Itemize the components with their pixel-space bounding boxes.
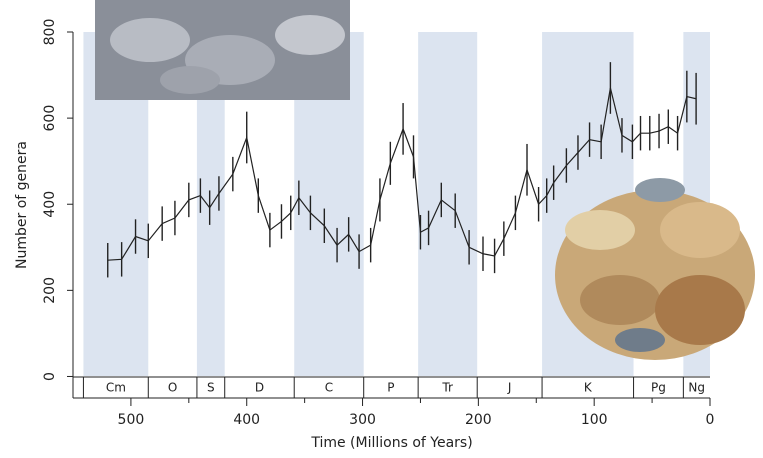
x-tick-label: 0: [706, 412, 715, 428]
period-label: Ng: [688, 381, 705, 395]
period-label: Cm: [106, 381, 126, 395]
y-tick-label: 400: [42, 191, 58, 218]
x-axis-label: Time (Millions of Years): [310, 435, 472, 451]
period-label: C: [325, 381, 333, 395]
period-label: D: [255, 381, 264, 395]
period-label: K: [584, 381, 593, 395]
y-tick-label: 200: [42, 277, 58, 304]
x-tick-label: 300: [349, 412, 376, 428]
period-label: J: [507, 381, 512, 395]
period-label: P: [387, 381, 394, 395]
period-band: [418, 32, 477, 376]
period-label: Pg: [651, 381, 666, 395]
photo-fossil-rock: [95, 0, 350, 100]
x-tick-label: 100: [581, 412, 608, 428]
period-label: Tr: [441, 381, 453, 395]
period-label: S: [207, 381, 215, 395]
y-axis-label: Number of genera: [14, 141, 30, 269]
y-tick-label: 0: [42, 372, 58, 381]
x-tick-label: 200: [465, 412, 492, 428]
chart: Cm O S D C P Tr J K Pg Ng 0 200 400 600 800 500 400 300 200…: [0, 0, 763, 458]
x-tick-label: 500: [118, 412, 145, 428]
x-tick-label: 400: [233, 412, 260, 428]
y-tick-label: 600: [42, 105, 58, 132]
y-tick-label: 800: [42, 19, 58, 46]
period-label: O: [168, 381, 177, 395]
